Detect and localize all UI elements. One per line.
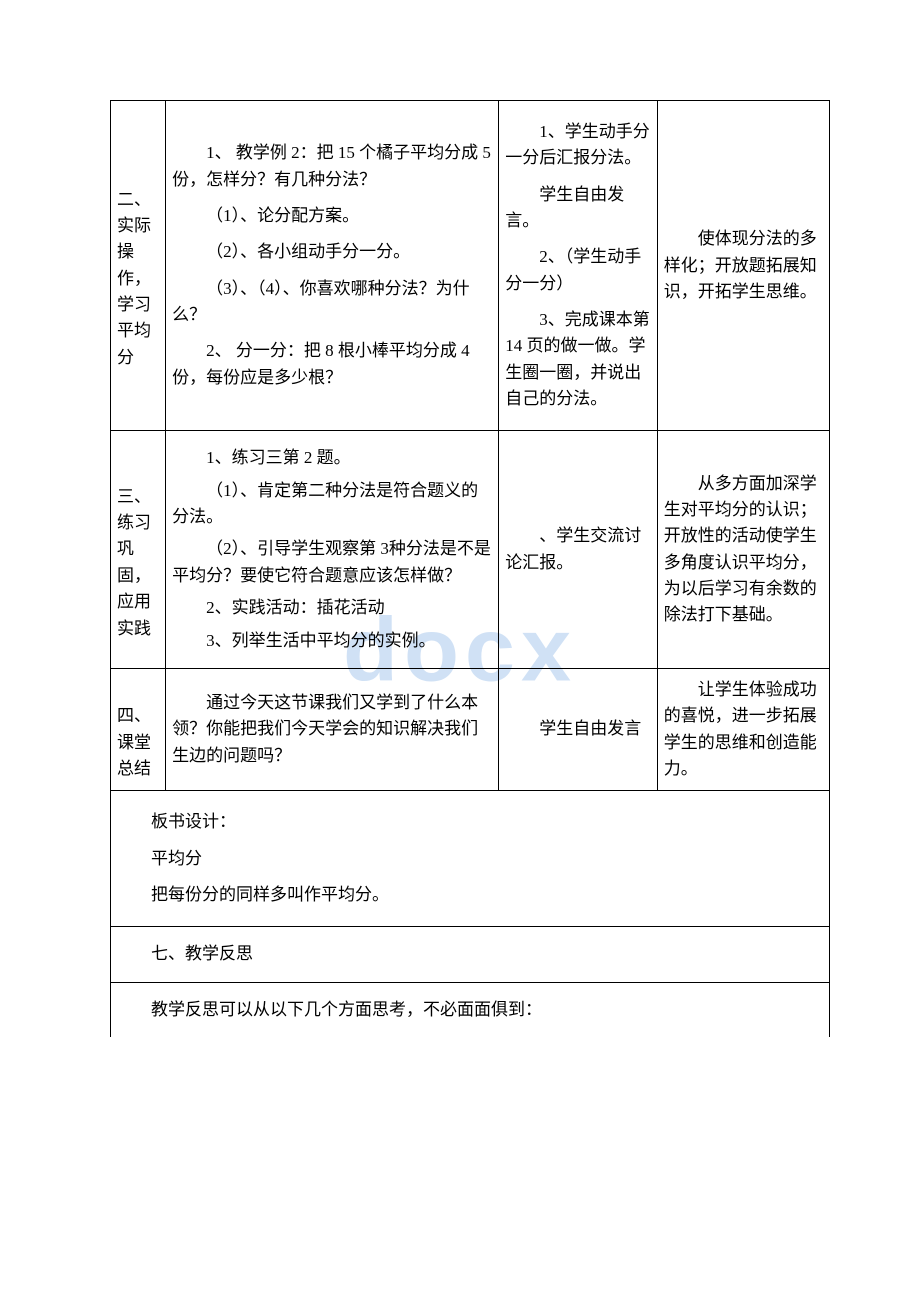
table-row: 二、实际操作，学习平均分 1、 教学例 2：把 15 个橘子平均分成 5 份，怎… <box>111 101 830 431</box>
para: 平均分 <box>117 846 823 872</box>
teacher-activity: 1、 教学例 2：把 15 个橘子平均分成 5 份，怎样分？有几种分法？ （1）… <box>166 101 499 431</box>
para: 教学反思可以从以下几个方面思考，不必面面俱到： <box>117 997 823 1023</box>
design-intent: 使体现分法的多样化；开放题拓展知识，开拓学生思维。 <box>657 101 829 431</box>
para: 1、 教学例 2：把 15 个橘子平均分成 5 份，怎样分？有几种分法？ <box>172 140 492 193</box>
para: （1）、肯定第二种分法是符合题义的分法。 <box>172 478 492 531</box>
para: 板书设计： <box>117 809 823 835</box>
para: 通过今天这节课我们又学到了什么本领？你能把我们今天学会的知识解决我们生边的问题吗… <box>172 690 492 769</box>
table-row: 四、课堂总结 通过今天这节课我们又学到了什么本领？你能把我们今天学会的知识解决我… <box>111 668 830 790</box>
para: （2）、各小组动手分一分。 <box>172 239 492 265</box>
section-label: 二、实际操作，学习平均分 <box>111 101 166 431</box>
para: 2、 分一分：把 8 根小棒平均分成 4 份，每份应是多少根？ <box>172 338 492 391</box>
para: （1）、论分配方案。 <box>172 203 492 229</box>
para: 把每份分的同样多叫作平均分。 <box>117 882 823 908</box>
para: 学生自由发言 <box>505 716 651 742</box>
para: 1、学生动手分一分后汇报分法。 <box>505 119 651 172</box>
teacher-activity: 1、练习三第 2 题。 （1）、肯定第二种分法是符合题义的分法。 （2）、引导学… <box>166 431 499 668</box>
design-intent: 从多方面加深学生对平均分的认识；开放性的活动使学生多角度认识平均分，为以后学习有… <box>657 431 829 668</box>
student-activity: 、学生交流讨论汇报。 <box>499 431 658 668</box>
reflection-body: 教学反思可以从以下几个方面思考，不必面面俱到： <box>111 982 830 1037</box>
para: 学生自由发言。 <box>505 182 651 235</box>
para: 七、教学反思 <box>117 941 823 967</box>
teacher-activity: 通过今天这节课我们又学到了什么本领？你能把我们今天学会的知识解决我们生边的问题吗… <box>166 668 499 790</box>
table-row: 板书设计： 平均分 把每份分的同样多叫作平均分。 <box>111 791 830 927</box>
para: 3、完成课本第 14 页的做一做。学生圈一圈，并说出自己的分法。 <box>505 307 651 412</box>
table-row: 教学反思可以从以下几个方面思考，不必面面俱到： <box>111 982 830 1037</box>
board-design: 板书设计： 平均分 把每份分的同样多叫作平均分。 <box>111 791 830 927</box>
section-label: 四、课堂总结 <box>111 668 166 790</box>
para: （3）、（4）、你喜欢哪种分法？为什么？ <box>172 276 492 329</box>
reflection-header: 七、教学反思 <box>111 927 830 982</box>
table-row: 七、教学反思 <box>111 927 830 982</box>
design-intent: 让学生体验成功的喜悦，进一步拓展学生的思维和创造能力。 <box>657 668 829 790</box>
student-activity: 学生自由发言 <box>499 668 658 790</box>
para: 2、（学生动手分一分） <box>505 244 651 297</box>
page: docx 二、实际操作，学习平均分 1、 教学例 2：把 15 个橘子平均分成 … <box>0 0 920 1302</box>
para: 2、实践活动：插花活动 <box>172 595 492 621</box>
para: （2）、引导学生观察第 3种分法是不是平均分？要使它符合题意应该怎样做？ <box>172 536 492 589</box>
para: 、学生交流讨论汇报。 <box>505 523 651 576</box>
para: 3、列举生活中平均分的实例。 <box>172 628 492 654</box>
lesson-plan-table: 二、实际操作，学习平均分 1、 教学例 2：把 15 个橘子平均分成 5 份，怎… <box>110 100 830 1037</box>
para: 1、练习三第 2 题。 <box>172 445 492 471</box>
table-row: 三、练习巩固，应用实践 1、练习三第 2 题。 （1）、肯定第二种分法是符合题义… <box>111 431 830 668</box>
student-activity: 1、学生动手分一分后汇报分法。 学生自由发言。 2、（学生动手分一分） 3、完成… <box>499 101 658 431</box>
section-label: 三、练习巩固，应用实践 <box>111 431 166 668</box>
